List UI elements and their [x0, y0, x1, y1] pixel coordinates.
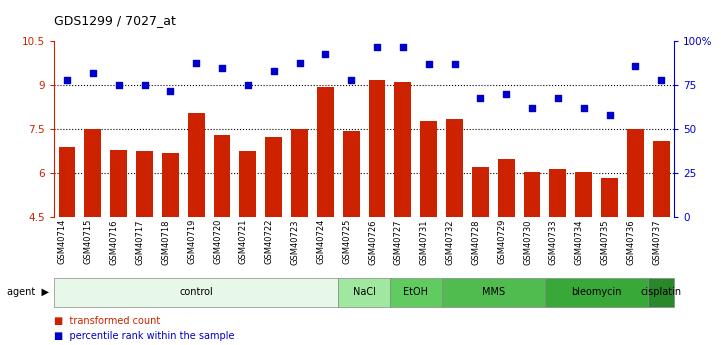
Text: ■  percentile rank within the sample: ■ percentile rank within the sample: [54, 332, 234, 341]
Text: GSM40726: GSM40726: [368, 219, 377, 265]
Point: [61, 77, 73, 83]
Bar: [342, 131, 360, 217]
Point: [138, 82, 150, 88]
Text: GSM40720: GSM40720: [213, 219, 222, 265]
Text: GSM40721: GSM40721: [239, 219, 248, 265]
Text: GSM40735: GSM40735: [601, 219, 609, 265]
Text: MMS: MMS: [482, 287, 505, 297]
Text: NaCl: NaCl: [353, 287, 376, 297]
Point: [603, 112, 615, 118]
Text: GDS1299 / 7027_at: GDS1299 / 7027_at: [54, 14, 176, 27]
Bar: [545, 278, 648, 307]
Point: [423, 61, 435, 67]
Text: GSM40733: GSM40733: [549, 219, 558, 265]
Bar: [187, 113, 205, 217]
Bar: [601, 178, 618, 217]
Point: [268, 69, 280, 74]
Text: GSM40734: GSM40734: [575, 219, 584, 265]
Text: ■  transformed count: ■ transformed count: [54, 316, 160, 326]
Text: GSM40727: GSM40727: [394, 219, 403, 265]
Point: [500, 91, 512, 97]
Point: [474, 95, 486, 100]
Bar: [338, 278, 390, 307]
Bar: [648, 278, 674, 307]
Bar: [653, 141, 670, 217]
Point: [293, 60, 305, 65]
Point: [113, 82, 125, 88]
Point: [578, 106, 590, 111]
Text: bleomycin: bleomycin: [571, 287, 622, 297]
Point: [164, 88, 176, 93]
Text: GSM40730: GSM40730: [523, 219, 532, 265]
Text: GSM40715: GSM40715: [84, 219, 93, 265]
Point: [448, 61, 460, 67]
Text: GSM40737: GSM40737: [653, 219, 661, 265]
Bar: [394, 82, 411, 217]
Text: GSM40722: GSM40722: [265, 219, 274, 265]
Bar: [549, 169, 566, 217]
Text: GSM40724: GSM40724: [317, 219, 325, 265]
Bar: [317, 87, 334, 217]
Point: [526, 106, 538, 111]
Point: [371, 44, 383, 49]
Bar: [390, 278, 441, 307]
Bar: [523, 172, 541, 217]
Point: [655, 77, 667, 83]
Text: GSM40728: GSM40728: [472, 219, 480, 265]
Bar: [162, 153, 179, 217]
Point: [552, 95, 564, 100]
Bar: [420, 120, 437, 217]
Bar: [84, 129, 101, 217]
Bar: [472, 168, 489, 217]
Text: agent  ▶: agent ▶: [7, 287, 49, 297]
Bar: [265, 137, 282, 217]
Text: EtOH: EtOH: [403, 287, 428, 297]
Point: [242, 82, 254, 88]
Bar: [58, 147, 76, 217]
Bar: [575, 172, 592, 217]
Point: [87, 70, 99, 76]
Text: GSM40718: GSM40718: [162, 219, 170, 265]
Bar: [446, 119, 463, 217]
Text: GSM40736: GSM40736: [627, 219, 635, 265]
Text: GSM40731: GSM40731: [420, 219, 429, 265]
Text: GSM40719: GSM40719: [187, 219, 196, 265]
Point: [629, 63, 641, 69]
Text: GSM40723: GSM40723: [291, 219, 299, 265]
Text: cisplatin: cisplatin: [641, 287, 682, 297]
Bar: [291, 129, 308, 217]
Point: [397, 44, 409, 49]
Bar: [136, 151, 153, 217]
Point: [319, 51, 331, 57]
Point: [190, 60, 202, 65]
Bar: [497, 159, 515, 217]
Text: control: control: [180, 287, 213, 297]
Text: GSM40732: GSM40732: [446, 219, 454, 265]
Text: GSM40717: GSM40717: [136, 219, 144, 265]
Text: GSM40714: GSM40714: [58, 219, 67, 265]
Bar: [213, 135, 231, 217]
Text: GSM40716: GSM40716: [110, 219, 119, 265]
Bar: [627, 129, 644, 217]
Text: GSM40725: GSM40725: [342, 219, 351, 265]
Bar: [441, 278, 545, 307]
Point: [345, 77, 357, 83]
Text: GSM40729: GSM40729: [497, 219, 506, 265]
Bar: [110, 150, 127, 217]
Bar: [368, 79, 386, 217]
Point: [216, 65, 228, 70]
Bar: [54, 278, 338, 307]
Bar: [239, 151, 256, 217]
